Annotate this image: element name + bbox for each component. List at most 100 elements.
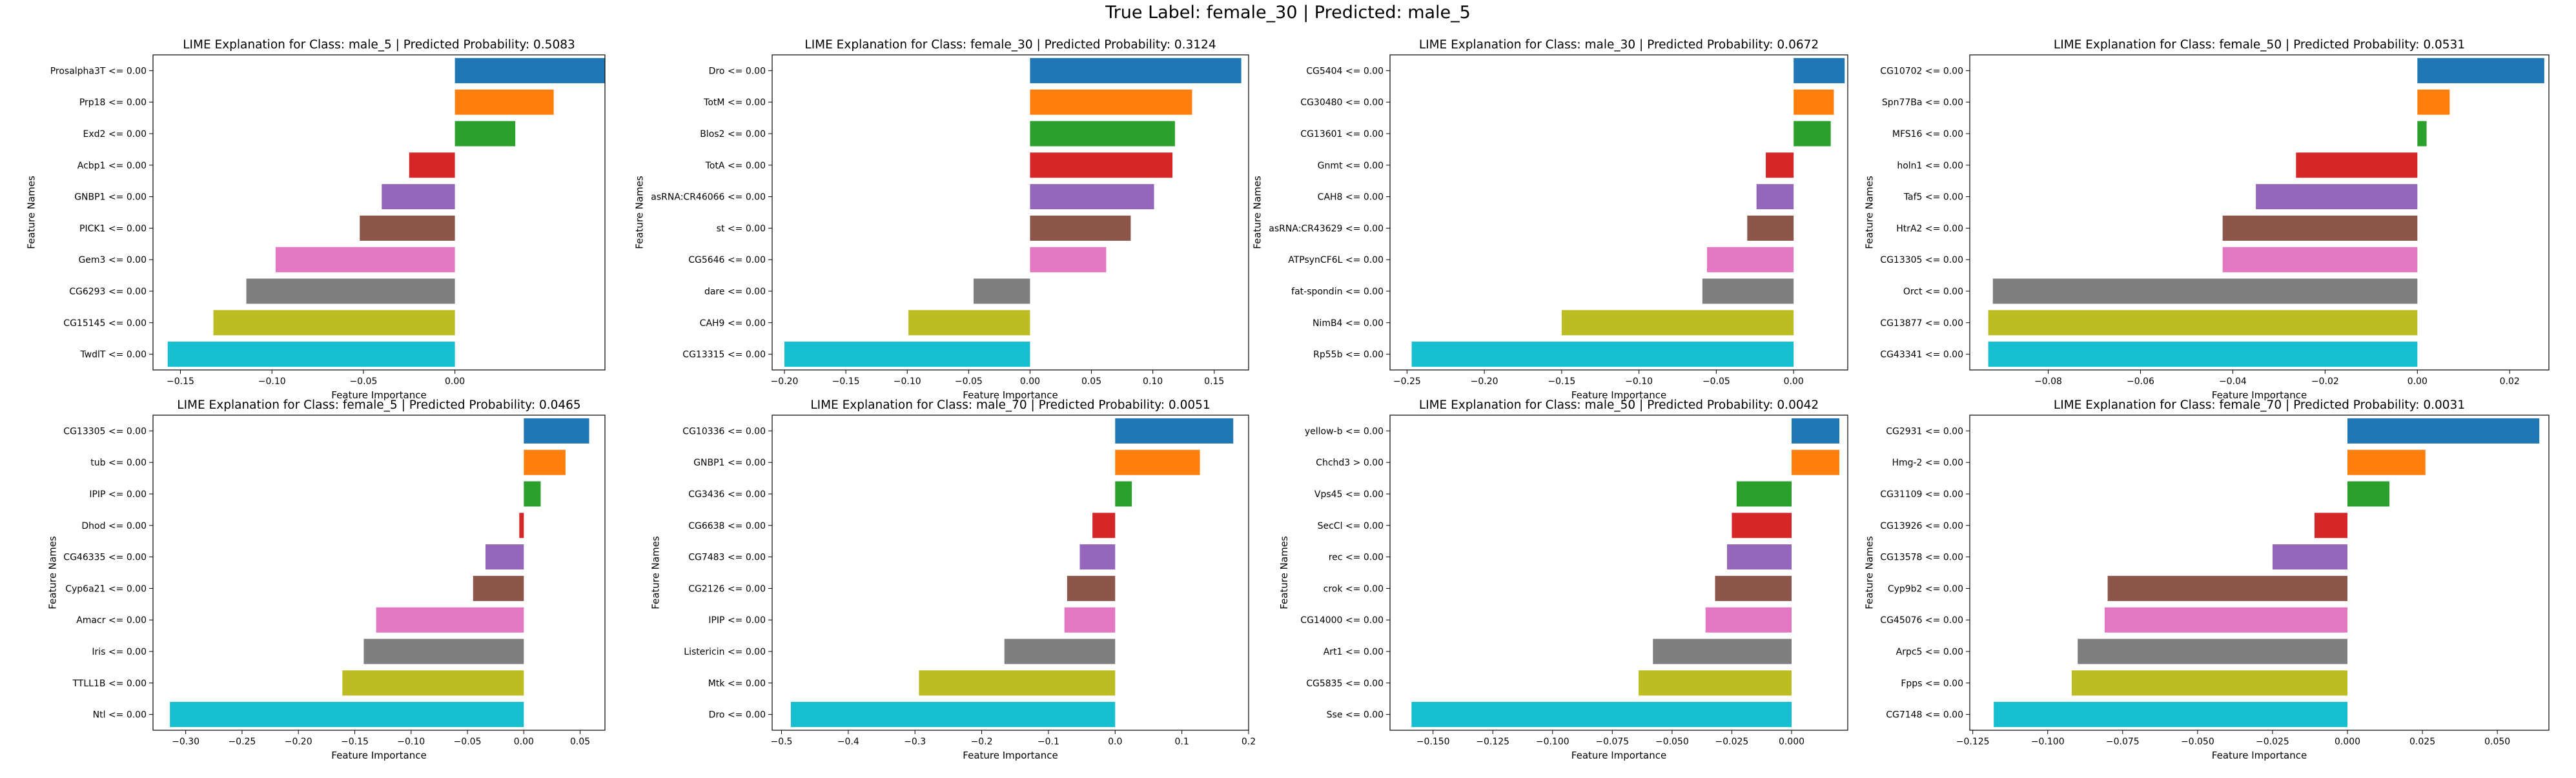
bar-3-10 bbox=[1411, 342, 1794, 367]
bar-3-1 bbox=[1794, 57, 1845, 83]
x-axis-label: Feature Importance bbox=[2212, 389, 2307, 401]
xtick-label: −0.15 bbox=[1548, 376, 1575, 387]
lime-panel-4: CG10702 <= 0.00 Spn77Ba <= 0.00 MFS16 <= 0… bbox=[1864, 38, 2550, 401]
panel-title: LIME Explanation for Class: male_30 | Pr… bbox=[1419, 38, 1819, 52]
bar-8-2 bbox=[2347, 449, 2426, 475]
xtick-label: 0.000 bbox=[1779, 737, 1804, 747]
bar-6-1 bbox=[1115, 418, 1234, 444]
bar-4-3 bbox=[2417, 121, 2427, 147]
ytick-label: Sse <= 0.00 bbox=[1327, 710, 1384, 721]
xtick-label: 0.10 bbox=[1143, 376, 1163, 387]
xtick-label: 0.00 bbox=[514, 737, 534, 747]
bar-3-7 bbox=[1707, 247, 1794, 272]
axes-frame bbox=[1389, 415, 1848, 731]
bar-8-5 bbox=[2272, 544, 2347, 570]
bar-1-9 bbox=[213, 310, 455, 336]
x-axis-label: Feature Importance bbox=[963, 750, 1058, 761]
xtick-label: −0.15 bbox=[832, 376, 860, 387]
bar-8-4 bbox=[2314, 513, 2347, 538]
xtick-label: 0.0 bbox=[1108, 737, 1122, 747]
ytick-label: Chchd3 > 0.00 bbox=[1316, 458, 1384, 468]
ytick-label: Mtk <= 0.00 bbox=[708, 679, 766, 689]
ytick-label: Gnmt <= 0.00 bbox=[1318, 161, 1384, 171]
ytick-label: dare <= 0.00 bbox=[704, 287, 766, 297]
xtick-label: −0.15 bbox=[341, 737, 369, 747]
ytick-label: CG31109 <= 0.00 bbox=[1880, 489, 1963, 500]
y-axis-label: Feature Names bbox=[1864, 536, 1876, 609]
xtick-label: 0.02 bbox=[2500, 376, 2520, 387]
ytick-label: Cyp9b2 <= 0.00 bbox=[1888, 584, 1963, 594]
x-axis-label: Feature Importance bbox=[1571, 389, 1666, 401]
y-axis-label: Feature Names bbox=[1864, 176, 1876, 249]
x-axis-label: Feature Importance bbox=[331, 750, 426, 761]
bar-3-6 bbox=[1747, 215, 1794, 241]
bar-7-10 bbox=[1411, 702, 1792, 728]
bar-1-8 bbox=[246, 278, 455, 304]
ytick-label: CG13877 <= 0.00 bbox=[1880, 318, 1963, 329]
bar-4-9 bbox=[1988, 310, 2418, 336]
ytick-label: CG6638 <= 0.00 bbox=[688, 521, 766, 531]
xtick-label: −0.15 bbox=[167, 376, 194, 387]
ytick-label: Orct <= 0.00 bbox=[1903, 287, 1963, 297]
y-axis-label: Feature Names bbox=[47, 536, 59, 609]
xtick-label: −0.25 bbox=[228, 737, 256, 747]
ytick-label: Listericin <= 0.00 bbox=[684, 647, 766, 657]
axes-frame bbox=[1969, 415, 2550, 731]
bar-6-4 bbox=[1092, 513, 1116, 538]
xtick-label: −0.1 bbox=[1038, 737, 1059, 747]
xtick-label: 0.025 bbox=[2409, 737, 2435, 747]
ytick-label: SecCl <= 0.00 bbox=[1318, 521, 1384, 531]
ytick-label: Hmg-2 <= 0.00 bbox=[1892, 458, 1963, 468]
bar-2-1 bbox=[1030, 57, 1242, 83]
xtick-label: −0.20 bbox=[285, 737, 312, 747]
lime-panel-6: CG10336 <= 0.00 GNBP1 <= 0.00 CG3436 <= 0.… bbox=[650, 398, 1256, 761]
ytick-label: CG5404 <= 0.00 bbox=[1306, 66, 1384, 76]
axes-frame bbox=[772, 54, 1249, 371]
x-axis-label: Feature Importance bbox=[1571, 750, 1666, 761]
xtick-label: −0.05 bbox=[955, 376, 983, 387]
bar-3-2 bbox=[1794, 89, 1834, 115]
bar-1-6 bbox=[360, 215, 455, 241]
y-axis-label: Feature Names bbox=[650, 536, 662, 609]
ytick-label: CG13601 <= 0.00 bbox=[1300, 129, 1384, 139]
xtick-label: −0.20 bbox=[771, 376, 799, 387]
ytick-label: fat-spondin <= 0.00 bbox=[1291, 287, 1384, 297]
ytick-label: CG30480 <= 0.00 bbox=[1300, 97, 1384, 108]
ytick-label: GNBP1 <= 0.00 bbox=[693, 458, 766, 468]
ytick-label: MFS16 <= 0.00 bbox=[1892, 129, 1963, 139]
xtick-label: −0.10 bbox=[397, 737, 425, 747]
ytick-label: NimB4 <= 0.00 bbox=[1313, 318, 1384, 329]
bar-7-6 bbox=[1715, 575, 1792, 601]
bar-6-9 bbox=[919, 670, 1116, 696]
panel-title: LIME Explanation for Class: male_50 | Pr… bbox=[1419, 398, 1819, 412]
bar-6-8 bbox=[1004, 639, 1116, 664]
bar-5-2 bbox=[524, 449, 566, 475]
ytick-label: CG14000 <= 0.00 bbox=[1300, 615, 1384, 626]
xtick-label: 0.15 bbox=[1204, 376, 1224, 387]
ytick-label: CG13305 <= 0.00 bbox=[63, 426, 147, 436]
bar-4-1 bbox=[2417, 57, 2544, 83]
bar-7-8 bbox=[1653, 639, 1792, 664]
ytick-label: PICK1 <= 0.00 bbox=[79, 223, 147, 234]
ytick-label: Acbp1 <= 0.00 bbox=[77, 161, 147, 171]
bar-4-8 bbox=[1992, 278, 2418, 304]
xtick-label: −0.04 bbox=[2219, 376, 2247, 387]
bar-4-10 bbox=[1988, 342, 2418, 367]
xtick-label: −0.30 bbox=[172, 737, 199, 747]
ytick-label: yellow-b <= 0.00 bbox=[1305, 426, 1384, 436]
bar-3-8 bbox=[1702, 278, 1794, 304]
xtick-label: −0.075 bbox=[1595, 737, 1629, 747]
bar-8-3 bbox=[2347, 481, 2389, 507]
panel-title: LIME Explanation for Class: female_70 | … bbox=[2054, 398, 2465, 412]
bar-2-2 bbox=[1030, 89, 1192, 115]
ytick-label: CG7483 <= 0.00 bbox=[688, 553, 766, 563]
bar-7-7 bbox=[1705, 607, 1792, 633]
xtick-label: 0.00 bbox=[1020, 376, 1040, 387]
ytick-label: CG13315 <= 0.00 bbox=[682, 350, 766, 360]
bar-5-9 bbox=[342, 670, 524, 696]
ytick-label: CG5646 <= 0.00 bbox=[688, 255, 766, 265]
xtick-label: −0.050 bbox=[2181, 737, 2214, 747]
ytick-label: GNBP1 <= 0.00 bbox=[74, 192, 147, 203]
ytick-label: Rp55b <= 0.00 bbox=[1313, 350, 1384, 360]
ytick-label: CG5835 <= 0.00 bbox=[1306, 679, 1384, 689]
